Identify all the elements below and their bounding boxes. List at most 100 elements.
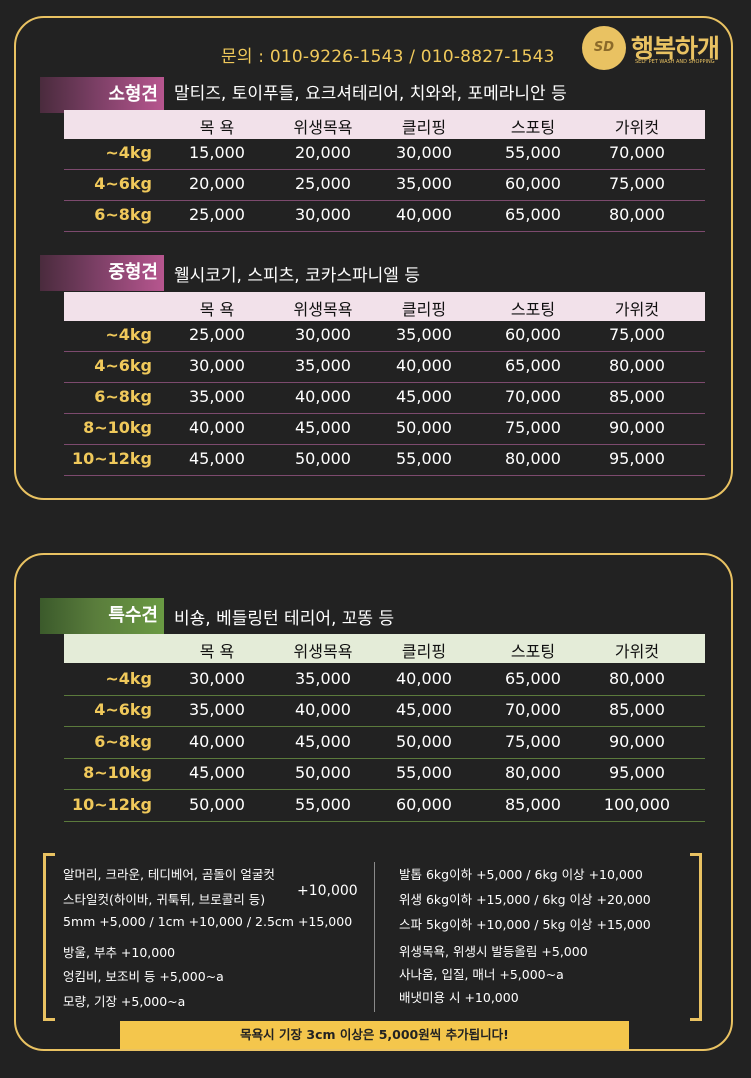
col-bath: 목 욕	[199, 118, 235, 137]
price: 35,000	[295, 669, 351, 688]
price: 35,000	[396, 325, 452, 344]
weight: 4~6kg	[94, 700, 152, 719]
table-row: 10~12kg 50,000 55,000 60,000 85,000 100,…	[64, 790, 705, 822]
table-row: ~4kg 15,000 20,000 30,000 55,000 70,000	[64, 138, 705, 170]
price: 85,000	[505, 795, 561, 814]
price: 55,000	[505, 143, 561, 162]
col-bath: 목 욕	[199, 300, 235, 319]
category-special-breeds: 비숑, 베들링턴 테리어, 꼬똥 등	[174, 609, 395, 629]
price: 85,000	[609, 387, 665, 406]
weight: 10~12kg	[71, 449, 152, 468]
price: 40,000	[396, 205, 452, 224]
table-row: 4~6kg 35,000 40,000 45,000 70,000 85,000	[64, 695, 705, 727]
footer-notice: 목욕시 기장 3cm 이상은 5,000원씩 추가됩니다!	[120, 1021, 629, 1049]
price: 45,000	[396, 387, 452, 406]
weight: ~4kg	[105, 325, 152, 344]
weight: 6~8kg	[94, 205, 152, 224]
price: 80,000	[505, 763, 561, 782]
table-row: 6~8kg 40,000 45,000 50,000 75,000 90,000	[64, 727, 705, 759]
price: 30,000	[295, 205, 351, 224]
table-row: 10~12kg 45,000 50,000 55,000 80,000 95,0…	[64, 444, 705, 476]
note-right-1: 발톱 6kg이하 +5,000 / 6kg 이상 +10,000	[399, 867, 643, 882]
price: 20,000	[295, 143, 351, 162]
category-special: 특수견	[40, 598, 164, 634]
category-small: 소형견	[40, 77, 164, 113]
category-medium: 중형견	[40, 255, 164, 291]
price: 50,000	[295, 449, 351, 468]
price: 35,000	[295, 356, 351, 375]
notes-divider	[374, 862, 375, 1012]
price: 30,000	[189, 669, 245, 688]
table-row: 4~6kg 20,000 25,000 35,000 60,000 75,000	[64, 169, 705, 201]
col-scissor-cut: 가위컷	[614, 118, 660, 137]
price: 65,000	[505, 669, 561, 688]
category-small-breeds: 말티즈, 토이푸들, 요크셔테리어, 치와와, 포메라니안 등	[174, 84, 567, 104]
col-sporting: 스포팅	[510, 642, 556, 661]
price: 70,000	[505, 387, 561, 406]
col-sporting: 스포팅	[510, 118, 556, 137]
note-left-1: 알머리, 크라운, 테디베어, 곰돌이 얼굴컷	[63, 867, 275, 882]
price: 55,000	[396, 449, 452, 468]
note-left-price: +10,000	[297, 883, 358, 899]
note-right-2: 위생 6kg이하 +15,000 / 6kg 이상 +20,000	[399, 892, 651, 907]
table-row: ~4kg 25,000 30,000 35,000 60,000 75,000	[64, 320, 705, 352]
price: 60,000	[505, 174, 561, 193]
weight: ~4kg	[105, 143, 152, 162]
weight: 6~8kg	[94, 732, 152, 751]
price: 40,000	[189, 732, 245, 751]
price: 60,000	[505, 325, 561, 344]
price: 80,000	[505, 449, 561, 468]
price: 80,000	[609, 356, 665, 375]
price: 40,000	[295, 387, 351, 406]
table-row: 6~8kg 25,000 30,000 40,000 65,000 80,000	[64, 200, 705, 232]
price: 80,000	[609, 205, 665, 224]
note-left-3: 5mm +5,000 / 1cm +10,000 / 2.5cm +15,000	[63, 914, 353, 929]
logo-mark-icon: SD	[582, 26, 626, 70]
col-hygiene-bath: 위생목욕	[293, 300, 353, 319]
note-right-5: 사나움, 입질, 매너 +5,000~a	[399, 967, 564, 982]
weight: 4~6kg	[94, 356, 152, 375]
col-clipping: 클리핑	[401, 642, 447, 661]
price: 25,000	[189, 325, 245, 344]
price: 20,000	[189, 174, 245, 193]
price: 90,000	[609, 732, 665, 751]
price: 70,000	[505, 700, 561, 719]
col-hygiene-bath: 위생목욕	[293, 642, 353, 661]
note-left-4: 방울, 부추 +10,000	[63, 945, 176, 960]
table-header-medium: 목 욕 위생목욕 클리핑 스포팅 가위컷	[64, 292, 705, 321]
table-row: 8~10kg 40,000 45,000 50,000 75,000 90,00…	[64, 413, 705, 445]
right-bracket-icon	[690, 853, 702, 1021]
price: 25,000	[295, 174, 351, 193]
price: 50,000	[396, 732, 452, 751]
price: 95,000	[609, 449, 665, 468]
price: 30,000	[396, 143, 452, 162]
weight: 4~6kg	[94, 174, 152, 193]
note-left-6: 모량, 기장 +5,000~a	[63, 994, 186, 1009]
table-header-small: 목 욕 위생목욕 클리핑 스포팅 가위컷	[64, 110, 705, 139]
panel-small-medium	[14, 16, 733, 500]
table-header-special: 목 욕 위생목욕 클리핑 스포팅 가위컷	[64, 634, 705, 663]
table-row: 6~8kg 35,000 40,000 45,000 70,000 85,000	[64, 382, 705, 414]
contact-phone[interactable]: 문의 : 010-9226-1543 / 010-8827-1543	[221, 47, 555, 67]
logo-name: 행복하개	[631, 34, 720, 63]
note-left-2: 스타일컷(하이바, 귀툭튀, 브로콜리 등)	[63, 892, 266, 907]
col-clipping: 클리핑	[401, 118, 447, 137]
price: 40,000	[396, 356, 452, 375]
price: 60,000	[396, 795, 452, 814]
price: 40,000	[396, 669, 452, 688]
price: 25,000	[189, 205, 245, 224]
price: 75,000	[609, 174, 665, 193]
weight: 10~12kg	[71, 795, 152, 814]
price: 70,000	[609, 143, 665, 162]
price: 65,000	[505, 356, 561, 375]
price: 50,000	[189, 795, 245, 814]
price: 50,000	[396, 418, 452, 437]
col-bath: 목 욕	[199, 642, 235, 661]
price: 65,000	[505, 205, 561, 224]
price: 45,000	[295, 732, 351, 751]
col-hygiene-bath: 위생목욕	[293, 118, 353, 137]
col-sporting: 스포팅	[510, 300, 556, 319]
price: 75,000	[609, 325, 665, 344]
table-row: ~4kg 30,000 35,000 40,000 65,000 80,000	[64, 664, 705, 696]
price: 50,000	[295, 763, 351, 782]
